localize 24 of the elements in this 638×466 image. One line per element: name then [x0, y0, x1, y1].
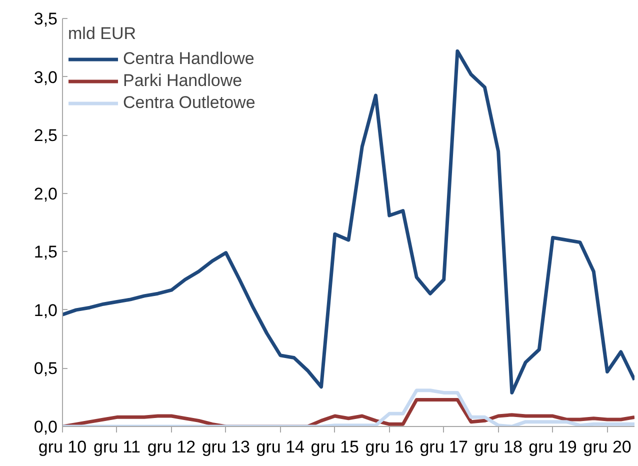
x-tick-label: gru 17	[420, 438, 468, 456]
x-tick-label: gru 11	[94, 438, 140, 456]
x-tick-label: gru 13	[202, 438, 250, 456]
legend-title: mld EUR	[68, 24, 138, 44]
legend-label: Parki Handlowe	[123, 71, 242, 91]
x-tick-label: gru 14	[256, 438, 305, 456]
line-series	[62, 49, 634, 394]
x-tick-label: gru 16	[365, 438, 414, 456]
y-tick-label: 1,5	[34, 242, 58, 262]
legend-label: Centra Handlowe	[123, 49, 254, 69]
legend-label: Centra Outletowe	[123, 93, 256, 113]
y-tick-label: 1,0	[34, 300, 58, 320]
y-tick-label: 2,5	[34, 126, 58, 146]
y-tick-label: 3,5	[34, 10, 58, 28]
y-tick-label: 2,0	[34, 184, 58, 204]
x-tick-label: gru 10	[38, 438, 87, 456]
x-tick-label: gru 19	[528, 438, 577, 456]
x-tick-label: gru 12	[147, 438, 196, 456]
y-tick-label: 3,0	[34, 68, 58, 87]
x-tick-label: gru 18	[474, 438, 522, 456]
x-tick-label: gru 20	[583, 438, 632, 456]
x-tick-label: gru 15	[310, 438, 359, 456]
y-tick-label: 0,0	[34, 418, 58, 436]
y-tick-label: 0,5	[34, 359, 58, 378]
